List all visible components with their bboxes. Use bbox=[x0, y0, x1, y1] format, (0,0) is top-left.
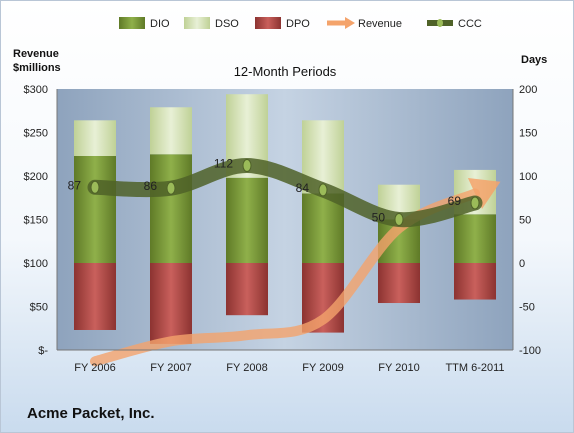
company-name: Acme Packet, Inc. bbox=[27, 405, 155, 422]
bar-dpo bbox=[378, 263, 420, 304]
right-tick-label: 200 bbox=[519, 84, 537, 96]
x-tick-label: FY 2009 bbox=[302, 362, 343, 374]
right-tick-label: -50 bbox=[519, 302, 535, 314]
ccc-data-label: 86 bbox=[144, 179, 158, 193]
revenue-arrowhead bbox=[467, 177, 501, 209]
left-tick-label: $200 bbox=[24, 171, 48, 183]
legend-label-ccc: CCC bbox=[458, 18, 482, 30]
bar-dpo bbox=[454, 263, 496, 300]
right-tick-label: 100 bbox=[519, 171, 537, 183]
right-tick-label: 150 bbox=[519, 128, 537, 140]
bar-dio bbox=[74, 155, 116, 263]
ccc-marker bbox=[90, 180, 100, 194]
right-tick-label: 0 bbox=[519, 258, 525, 270]
bar-dio bbox=[454, 214, 496, 263]
legend-swatch-dpo bbox=[255, 17, 281, 29]
ccc-marker bbox=[470, 196, 480, 210]
legend-label-dpo: DPO bbox=[286, 18, 310, 30]
legend-label-dso: DSO bbox=[215, 18, 239, 30]
left-tick-label: $250 bbox=[24, 128, 48, 140]
bar-dio bbox=[150, 154, 192, 263]
ccc-data-label: 84 bbox=[296, 181, 310, 195]
bar-dio bbox=[302, 193, 344, 263]
ccc-marker bbox=[166, 181, 176, 195]
bar-dpo bbox=[74, 263, 116, 330]
ccc-data-label: 69 bbox=[448, 194, 462, 208]
left-axis-title-line1: Revenue bbox=[13, 48, 59, 60]
legend-label-revenue: Revenue bbox=[358, 18, 402, 30]
ccc-marker bbox=[242, 159, 252, 173]
x-tick-label: TTM 6-2011 bbox=[445, 362, 504, 374]
ccc-data-label: 50 bbox=[372, 211, 386, 225]
left-tick-label: $100 bbox=[24, 258, 48, 270]
left-tick-label: $- bbox=[38, 345, 48, 357]
ccc-marker bbox=[394, 213, 404, 226]
right-tick-label: -100 bbox=[519, 345, 541, 357]
bar-dpo bbox=[150, 263, 192, 344]
legend-swatch-dio bbox=[119, 17, 145, 29]
x-tick-label: FY 2007 bbox=[150, 362, 191, 374]
x-tick-label: FY 2006 bbox=[74, 362, 115, 374]
legend-swatch-revenue-arrow bbox=[345, 17, 355, 29]
x-tick-label: FY 2010 bbox=[378, 362, 419, 374]
right-axis-title: Days bbox=[521, 54, 547, 66]
ccc-marker bbox=[318, 183, 328, 197]
chart-title: 12-Month Periods bbox=[234, 64, 337, 79]
legend-swatch-dso bbox=[184, 17, 210, 29]
bar-dso bbox=[74, 120, 116, 156]
x-tick-label: FY 2008 bbox=[226, 362, 267, 374]
left-axis-title-line2: $millions bbox=[13, 62, 61, 74]
ccc-data-label: 112 bbox=[214, 157, 233, 171]
bar-dpo bbox=[226, 263, 268, 316]
left-tick-label: $150 bbox=[24, 215, 48, 227]
legend-swatch-ccc-marker bbox=[437, 19, 443, 27]
legend-label-dio: DIO bbox=[150, 18, 170, 30]
left-tick-label: $300 bbox=[24, 84, 48, 96]
left-tick-label: $50 bbox=[30, 302, 48, 314]
bar-dso bbox=[150, 107, 192, 155]
right-tick-label: 50 bbox=[519, 215, 531, 227]
bar-dio bbox=[226, 177, 268, 263]
ccc-data-label: 87 bbox=[68, 178, 82, 192]
